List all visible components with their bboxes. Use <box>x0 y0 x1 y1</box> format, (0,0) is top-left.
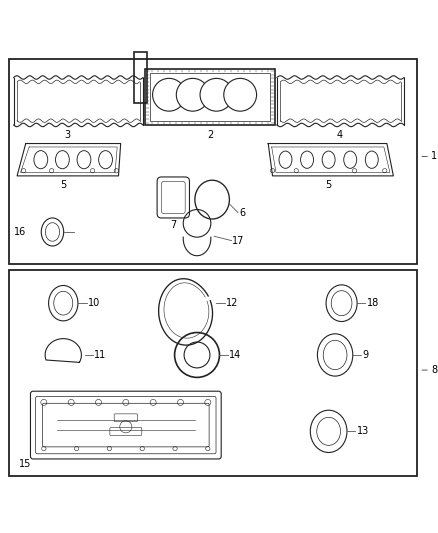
Text: 11: 11 <box>93 350 106 360</box>
Text: 2: 2 <box>208 130 214 140</box>
Text: 12: 12 <box>226 298 238 308</box>
Circle shape <box>177 78 209 111</box>
Text: 17: 17 <box>233 237 245 246</box>
Text: 3: 3 <box>64 130 71 140</box>
Text: 16: 16 <box>14 227 27 237</box>
Text: 6: 6 <box>239 208 245 219</box>
Text: 14: 14 <box>229 350 241 360</box>
Bar <box>145 69 275 125</box>
Bar <box>9 270 417 476</box>
Circle shape <box>152 78 185 111</box>
Text: 7: 7 <box>170 220 177 230</box>
Text: 1: 1 <box>431 151 437 161</box>
Text: 10: 10 <box>88 298 101 308</box>
Bar <box>9 59 417 264</box>
Circle shape <box>224 78 257 111</box>
Text: 13: 13 <box>357 426 369 437</box>
Text: 4: 4 <box>336 130 343 140</box>
Text: 8: 8 <box>431 365 437 375</box>
Text: 18: 18 <box>367 298 379 308</box>
Bar <box>149 73 270 120</box>
Text: 5: 5 <box>60 180 67 190</box>
Bar <box>134 52 148 103</box>
Text: 5: 5 <box>325 180 332 190</box>
Circle shape <box>200 78 233 111</box>
Text: 15: 15 <box>18 458 31 469</box>
Text: 9: 9 <box>362 350 368 360</box>
